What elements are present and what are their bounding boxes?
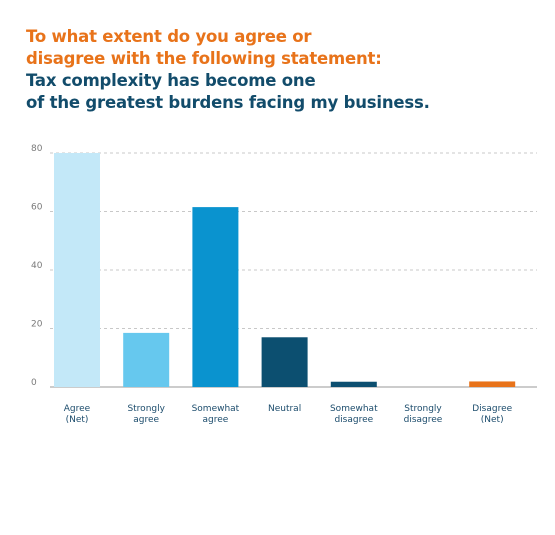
bar-6 [469,381,516,387]
category-label: Strongly disagree [404,404,443,425]
y-tick-label: 80 [31,144,43,154]
bar-4 [330,381,377,387]
bar-1 [123,332,170,387]
category-label: Agree (Net) [64,404,91,425]
category-label: Neutral [268,404,301,414]
category-label: Strongly agree [127,404,165,425]
statement-line-1: Tax complexity has become one [26,71,316,90]
y-tick-label: 60 [31,203,43,213]
y-tick-label: 40 [31,261,43,271]
bar-0 [54,153,100,387]
question-line-1: To what extent do you agree or [26,27,312,46]
y-tick-label: 0 [31,378,37,388]
chart-title: To what extent do you agree or disagree … [26,26,536,114]
bars [54,153,516,387]
question-line-2: disagree with the following statement: [26,49,382,68]
bar-3 [261,337,308,387]
statement-line-2: of the greatest burdens facing my busine… [26,93,430,112]
category-label: Somewhat disagree [330,404,378,425]
bar-2 [192,207,239,387]
category-labels: Agree (Net) Strongly agree Somewhat agree Neut… [64,404,513,425]
y-tick-label: 20 [31,320,43,330]
category-label: Disagree (Net) [472,404,512,425]
category-label: Somewhat agree [192,404,240,425]
